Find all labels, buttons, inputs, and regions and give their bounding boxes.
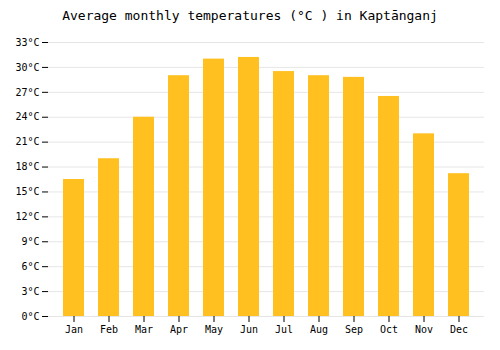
svg-text:24°C: 24°C xyxy=(15,111,39,122)
svg-text:Dec: Dec xyxy=(450,324,468,335)
svg-text:Apr: Apr xyxy=(170,324,188,335)
svg-text:Mar: Mar xyxy=(135,324,153,335)
svg-text:Aug: Aug xyxy=(310,324,328,335)
svg-text:May: May xyxy=(205,324,223,335)
svg-text:30°C: 30°C xyxy=(15,62,39,73)
svg-text:0°C: 0°C xyxy=(21,311,39,322)
svg-text:Nov: Nov xyxy=(415,324,433,335)
svg-text:18°C: 18°C xyxy=(15,161,39,172)
svg-text:Sep: Sep xyxy=(345,324,363,335)
svg-text:6°C: 6°C xyxy=(21,261,39,272)
html-text:Average monthly temperatures (: Average monthly temperatures (°C ) in Ka… xyxy=(62,8,438,23)
svg-text:27°C: 27°C xyxy=(15,87,39,98)
svg-text:12°C: 12°C xyxy=(15,211,39,222)
svg-text:9°C: 9°C xyxy=(21,236,39,247)
svg-text:Oct: Oct xyxy=(380,324,398,335)
svg-text:Jun: Jun xyxy=(240,324,258,335)
svg-text:Jan: Jan xyxy=(65,324,83,335)
svg-text:15°C: 15°C xyxy=(15,186,39,197)
svg-text:3°C: 3°C xyxy=(21,286,39,297)
svg-text:33°C: 33°C xyxy=(15,37,39,48)
svg-text:Jul: Jul xyxy=(275,324,293,335)
svg-text:21°C: 21°C xyxy=(15,136,39,147)
svg-text:Feb: Feb xyxy=(100,324,118,335)
